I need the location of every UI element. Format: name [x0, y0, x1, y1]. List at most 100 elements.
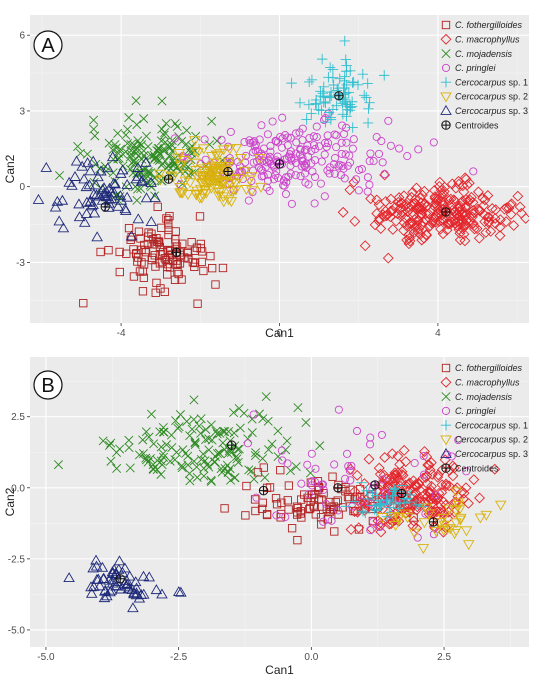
point-cercocarpus-sp-2 [154, 175, 167, 186]
point-cercocarpus-sp-1 [343, 87, 354, 98]
point-cercocarpus-sp-3 [90, 189, 103, 200]
point-c-fothergilloides [168, 256, 178, 265]
point-cercocarpus-sp-3 [116, 164, 129, 175]
point-c-fothergilloides [157, 257, 167, 267]
point-c-pringlei [330, 460, 339, 469]
legend-key-c-fothergilloides [441, 363, 451, 373]
point-cercocarpus-sp-3 [115, 583, 127, 594]
point-c-macrophyllus [468, 223, 480, 235]
panel-letter: B [33, 370, 63, 400]
point-c-macrophyllus [397, 469, 409, 481]
point-cercocarpus-sp-3 [172, 586, 185, 597]
point-c-mojadensis [156, 442, 166, 452]
point-cercocarpus-sp-3 [80, 207, 93, 218]
point-cercocarpus-sp-1 [286, 77, 297, 89]
axes: -5.0 -2.5 0.0 2.5 -5.0 -2.5 0.0 2.5 Can1 Can2 [3, 412, 451, 677]
point-cercocarpus-sp-3 [102, 162, 114, 173]
point-c-mojadensis [207, 116, 217, 126]
point-cercocarpus-sp-3 [98, 592, 111, 603]
point-c-mojadensis [267, 439, 277, 449]
point-c-mojadensis [273, 426, 283, 436]
point-c-pringlei [374, 149, 384, 158]
legend-label: Cercocarpus sp. 1 [455, 77, 528, 87]
point-c-mojadensis [260, 473, 270, 483]
point-c-mojadensis [246, 466, 256, 476]
point-c-pringlei [263, 176, 273, 185]
point-c-pringlei [226, 127, 235, 136]
point-cercocarpus-sp-2 [389, 521, 402, 532]
point-c-macrophyllus [464, 194, 476, 206]
point-c-fothergilloides [183, 248, 193, 258]
point-c-pringlei [414, 145, 423, 154]
point-c-mojadensis [164, 162, 174, 172]
point-c-pringlei [332, 131, 341, 140]
point-c-macrophyllus [473, 232, 485, 244]
point-c-pringlei [310, 172, 320, 182]
point-cercocarpus-sp-3 [120, 580, 133, 591]
point-cercocarpus-sp-1 [337, 109, 349, 120]
point-cercocarpus-sp-3 [73, 211, 86, 222]
point-c-macrophyllus [414, 229, 426, 240]
legend-key-c-pringlei [441, 63, 451, 72]
point-cercocarpus-sp-2 [437, 513, 449, 524]
point-c-mojadensis [113, 148, 123, 158]
point-c-macrophyllus [446, 199, 458, 211]
series-cercocarpus-sp-2 [153, 136, 267, 208]
point-c-mojadensis [174, 132, 184, 142]
point-c-mojadensis [227, 447, 237, 458]
point-c-pringlei [318, 480, 327, 489]
point-cercocarpus-sp-3 [56, 194, 69, 205]
point-c-pringlei [287, 156, 296, 165]
point-c-mojadensis [177, 136, 187, 146]
point-c-macrophyllus [489, 213, 501, 224]
point-c-pringlei [377, 430, 386, 439]
point-c-pringlei [366, 526, 375, 535]
point-c-fothergilloides [328, 472, 337, 481]
point-c-macrophyllus [420, 208, 432, 219]
point-c-mojadensis [152, 145, 162, 156]
point-c-mojadensis [258, 414, 268, 424]
point-cercocarpus-sp-2 [197, 144, 210, 155]
point-cercocarpus-sp-3 [78, 216, 91, 227]
point-c-pringlei [307, 449, 316, 458]
point-c-pringlei [377, 136, 386, 146]
point-cercocarpus-sp-3 [145, 176, 157, 187]
point-c-fothergilloides [124, 223, 134, 233]
point-cercocarpus-sp-1 [399, 492, 410, 504]
point-c-mojadensis [130, 158, 140, 168]
point-c-fothergilloides [163, 262, 172, 271]
point-c-mojadensis [282, 436, 292, 446]
point-c-macrophyllus [460, 482, 472, 494]
point-c-macrophyllus [449, 214, 461, 226]
legend-label: Centroides [455, 463, 499, 473]
point-cercocarpus-sp-3 [112, 200, 124, 211]
point-c-pringlei [302, 163, 311, 172]
point-c-pringlei [352, 426, 362, 436]
point-cercocarpus-sp-3 [113, 555, 126, 566]
legend-label: C. fothergilloides [455, 20, 523, 30]
point-c-mojadensis [89, 115, 99, 125]
x-tick-label: 0.0 [304, 652, 318, 663]
point-cercocarpus-sp-3 [57, 222, 70, 233]
point-cercocarpus-sp-2 [234, 153, 247, 164]
point-c-mojadensis [126, 149, 136, 159]
point-c-macrophyllus [483, 211, 495, 223]
point-c-mojadensis [173, 423, 183, 433]
point-c-pringlei [395, 144, 404, 153]
point-c-mojadensis [217, 467, 227, 477]
point-cercocarpus-sp-1 [375, 499, 386, 511]
point-cercocarpus-sp-3 [96, 561, 109, 572]
point-c-pringlei [286, 161, 295, 170]
point-c-fothergilloides [334, 510, 343, 519]
legend-key-c-pringlei [441, 406, 451, 415]
point-c-macrophyllus [438, 185, 450, 197]
legend-item: Cercocarpus sp. 3 [440, 104, 528, 116]
series-cercocarpus-sp-1 [340, 477, 429, 522]
point-cercocarpus-sp-3 [91, 573, 103, 584]
point-c-mojadensis [124, 435, 134, 445]
point-c-mojadensis [264, 445, 274, 455]
point-c-pringlei [341, 474, 350, 483]
point-c-macrophyllus [425, 504, 436, 516]
point-cercocarpus-sp-2 [388, 512, 400, 523]
centroid-marker [370, 480, 380, 490]
